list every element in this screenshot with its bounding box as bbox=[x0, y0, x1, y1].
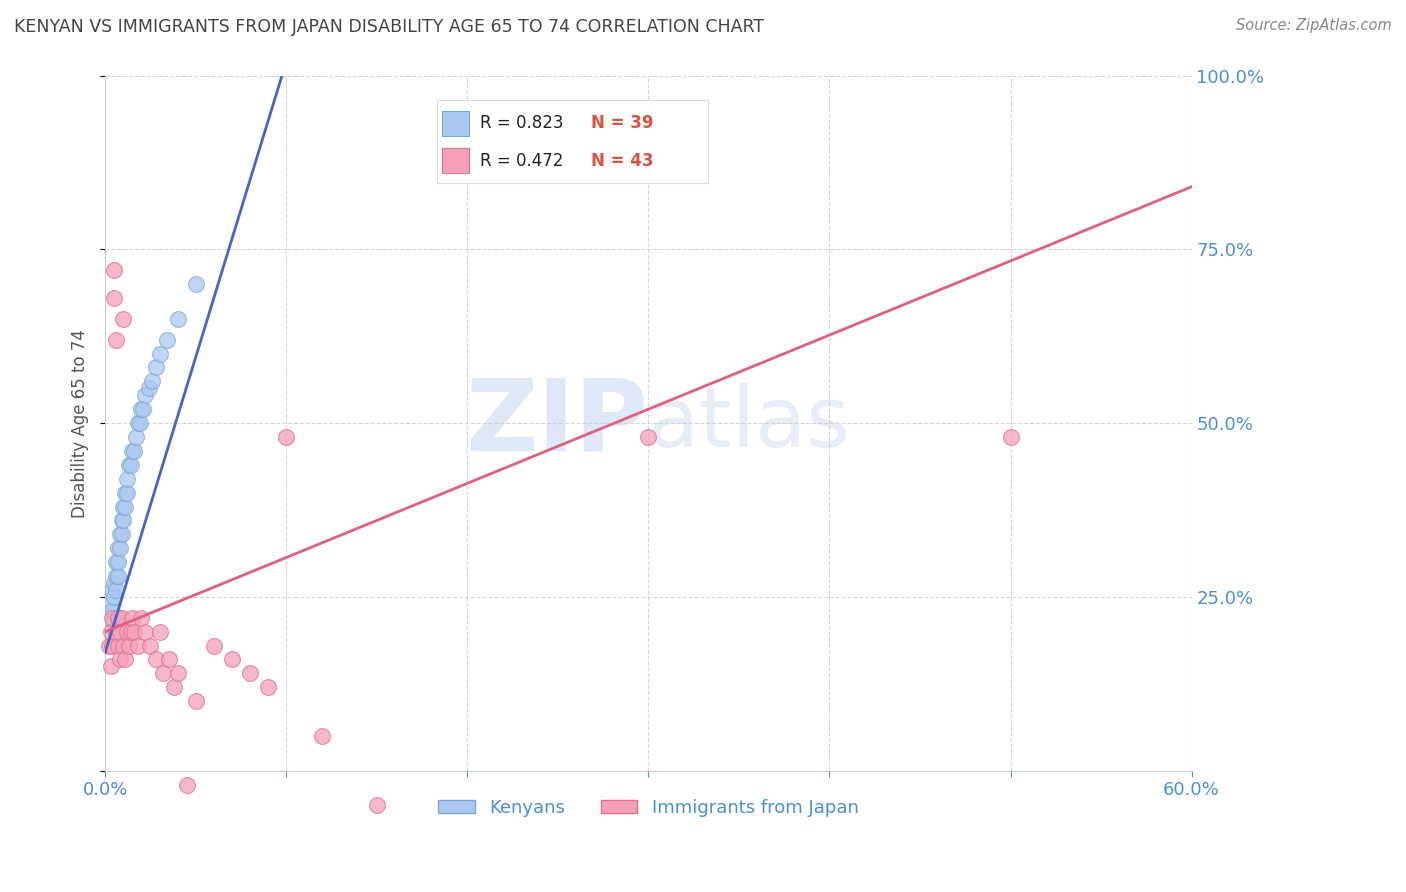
Immigrants from Japan bbox=[145, 652, 167, 666]
Kenyans bbox=[156, 333, 179, 347]
Kenyans bbox=[107, 555, 129, 569]
Kenyans bbox=[128, 416, 150, 430]
Kenyans bbox=[127, 416, 149, 430]
Immigrants from Japan bbox=[257, 680, 280, 694]
Kenyans bbox=[112, 513, 135, 527]
Immigrants from Japan bbox=[105, 624, 128, 639]
Immigrants from Japan bbox=[184, 694, 207, 708]
Kenyans bbox=[118, 458, 141, 472]
Immigrants from Japan bbox=[239, 666, 262, 681]
Text: ZIP: ZIP bbox=[465, 375, 648, 472]
Kenyans bbox=[184, 277, 207, 291]
Immigrants from Japan bbox=[107, 611, 129, 625]
Kenyans bbox=[114, 500, 136, 514]
Immigrants from Japan bbox=[152, 666, 174, 681]
Immigrants from Japan bbox=[107, 639, 129, 653]
Kenyans bbox=[107, 541, 129, 556]
Kenyans bbox=[138, 381, 160, 395]
Kenyans bbox=[148, 346, 170, 360]
Kenyans bbox=[108, 527, 131, 541]
Immigrants from Japan bbox=[101, 611, 124, 625]
Immigrants from Japan bbox=[157, 652, 180, 666]
Immigrants from Japan bbox=[134, 624, 156, 639]
Immigrants from Japan bbox=[112, 639, 135, 653]
Legend: Kenyans, Immigrants from Japan: Kenyans, Immigrants from Japan bbox=[432, 792, 866, 824]
Immigrants from Japan bbox=[166, 666, 188, 681]
Immigrants from Japan bbox=[103, 291, 125, 305]
Immigrants from Japan bbox=[114, 652, 136, 666]
Kenyans bbox=[145, 360, 167, 375]
Kenyans bbox=[110, 513, 132, 527]
Kenyans bbox=[105, 555, 128, 569]
Immigrants from Japan bbox=[122, 624, 145, 639]
Kenyans bbox=[166, 311, 188, 326]
Immigrants from Japan bbox=[366, 798, 388, 813]
Kenyans bbox=[101, 604, 124, 618]
Kenyans bbox=[134, 388, 156, 402]
Kenyans bbox=[112, 500, 135, 514]
Immigrants from Japan bbox=[121, 611, 143, 625]
Immigrants from Japan bbox=[163, 680, 186, 694]
Kenyans bbox=[132, 402, 155, 417]
Immigrants from Japan bbox=[127, 639, 149, 653]
Immigrants from Japan bbox=[101, 639, 124, 653]
Immigrants from Japan bbox=[118, 639, 141, 653]
Kenyans bbox=[105, 582, 128, 597]
Immigrants from Japan bbox=[139, 639, 162, 653]
Immigrants from Japan bbox=[276, 430, 298, 444]
Immigrants from Japan bbox=[115, 624, 138, 639]
Kenyans bbox=[110, 527, 132, 541]
Immigrants from Japan bbox=[637, 430, 659, 444]
Immigrants from Japan bbox=[97, 639, 120, 653]
Kenyans bbox=[121, 444, 143, 458]
Kenyans bbox=[120, 458, 142, 472]
Immigrants from Japan bbox=[108, 652, 131, 666]
Kenyans bbox=[101, 582, 124, 597]
Text: atlas: atlas bbox=[648, 383, 851, 464]
Kenyans bbox=[115, 472, 138, 486]
Immigrants from Japan bbox=[100, 624, 122, 639]
Kenyans bbox=[131, 402, 153, 417]
Immigrants from Japan bbox=[103, 263, 125, 277]
Immigrants from Japan bbox=[311, 729, 333, 743]
Kenyans bbox=[97, 611, 120, 625]
Immigrants from Japan bbox=[221, 652, 243, 666]
Kenyans bbox=[107, 569, 129, 583]
Immigrants from Japan bbox=[108, 624, 131, 639]
Immigrants from Japan bbox=[112, 311, 135, 326]
Immigrants from Japan bbox=[148, 624, 170, 639]
Immigrants from Japan bbox=[110, 611, 132, 625]
Kenyans bbox=[105, 569, 128, 583]
Kenyans bbox=[141, 375, 163, 389]
Kenyans bbox=[114, 485, 136, 500]
Kenyans bbox=[103, 590, 125, 604]
Kenyans bbox=[100, 597, 122, 611]
Y-axis label: Disability Age 65 to 74: Disability Age 65 to 74 bbox=[72, 328, 89, 517]
Immigrants from Japan bbox=[131, 611, 153, 625]
Immigrants from Japan bbox=[100, 659, 122, 673]
Kenyans bbox=[115, 485, 138, 500]
Kenyans bbox=[103, 576, 125, 591]
Kenyans bbox=[125, 430, 148, 444]
Immigrants from Japan bbox=[105, 333, 128, 347]
Immigrants from Japan bbox=[202, 639, 225, 653]
Kenyans bbox=[122, 444, 145, 458]
Kenyans bbox=[108, 541, 131, 556]
Immigrants from Japan bbox=[1000, 430, 1022, 444]
Text: Source: ZipAtlas.com: Source: ZipAtlas.com bbox=[1236, 18, 1392, 33]
Immigrants from Japan bbox=[120, 624, 142, 639]
Immigrants from Japan bbox=[176, 778, 198, 792]
Text: KENYAN VS IMMIGRANTS FROM JAPAN DISABILITY AGE 65 TO 74 CORRELATION CHART: KENYAN VS IMMIGRANTS FROM JAPAN DISABILI… bbox=[14, 18, 765, 36]
